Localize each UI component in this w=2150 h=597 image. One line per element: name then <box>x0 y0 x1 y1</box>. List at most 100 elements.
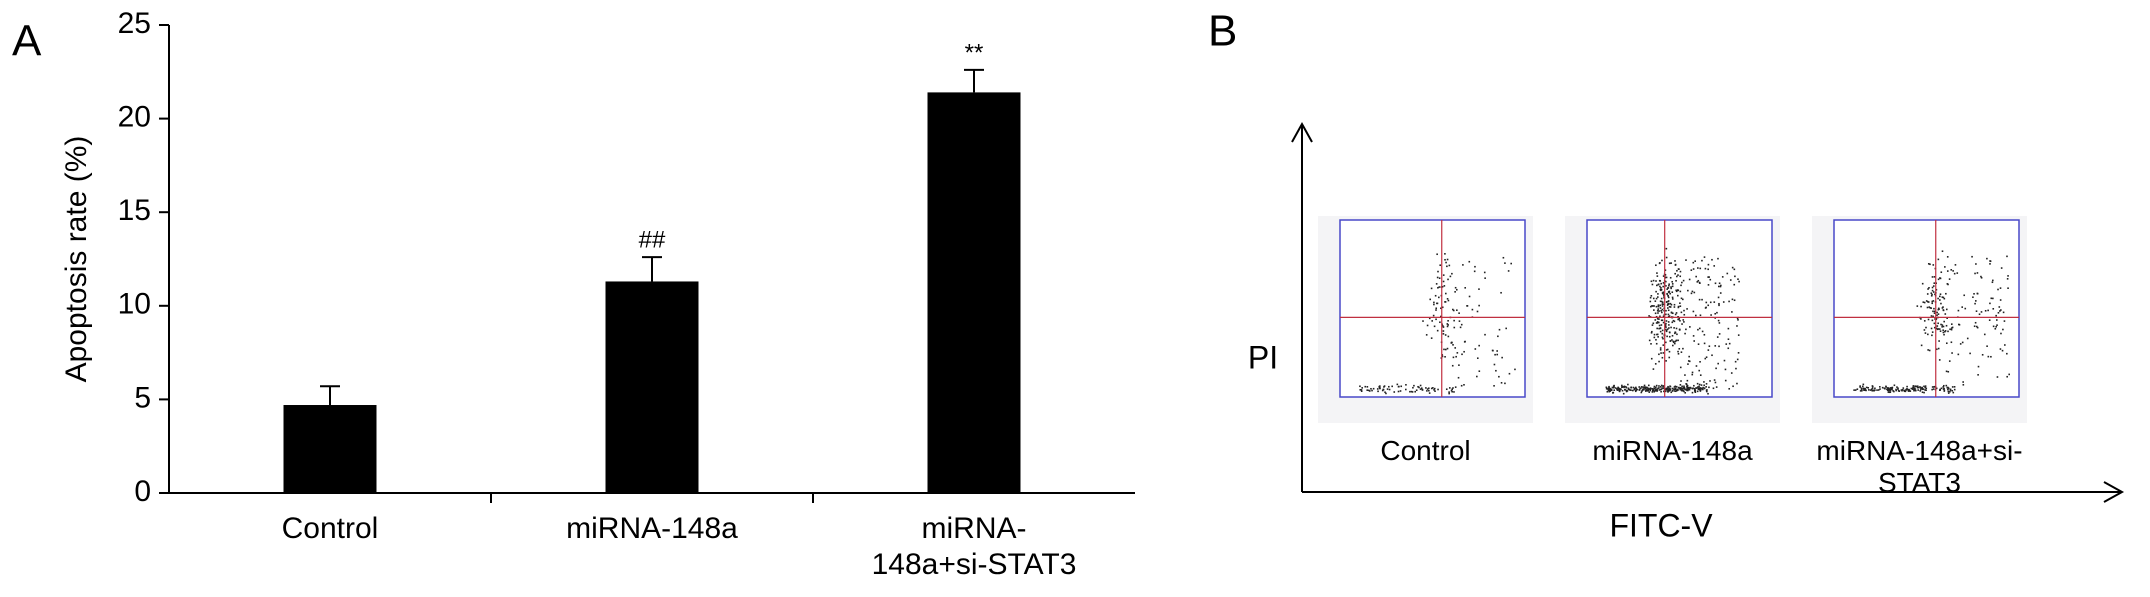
event-dot <box>1916 385 1919 388</box>
event-dot <box>1719 292 1722 294</box>
event-dot <box>1933 386 1935 388</box>
event-dot <box>1399 390 1402 392</box>
event-dot <box>1962 381 1964 383</box>
event-dot <box>2000 267 2003 269</box>
event-dot <box>1656 322 1659 324</box>
event-dot <box>1659 285 1661 288</box>
event-dot <box>1736 317 1739 320</box>
event-dot <box>1932 291 1935 293</box>
event-dot <box>1447 278 1449 281</box>
event-dot <box>1442 330 1445 332</box>
event-dot <box>1653 336 1656 339</box>
event-dot <box>1433 389 1435 391</box>
event-dot <box>1718 322 1721 324</box>
event-dot <box>1917 386 1920 389</box>
event-dot <box>1638 386 1641 388</box>
event-dot <box>1856 388 1859 390</box>
event-dot <box>1950 341 1953 344</box>
event-dot <box>1658 321 1660 324</box>
event-dot <box>1862 383 1865 386</box>
event-dot <box>1923 385 1925 388</box>
event-dot <box>1371 389 1373 392</box>
event-dot <box>1645 390 1647 392</box>
event-dot <box>1937 347 1940 350</box>
event-dot <box>1612 391 1615 394</box>
event-dot <box>1681 387 1683 390</box>
event-dot <box>1654 300 1657 302</box>
event-dot <box>1927 318 1930 321</box>
event-dot <box>1632 386 1635 389</box>
event-dot <box>1441 355 1444 358</box>
event-dot <box>2000 332 2002 335</box>
event-dot <box>1950 328 1953 331</box>
event-dot <box>1452 356 1455 359</box>
event-dot <box>1695 314 1697 317</box>
event-dot <box>1665 247 1668 250</box>
event-dot <box>1932 300 1935 302</box>
y-tick-label: 10 <box>118 288 151 321</box>
event-dot <box>1673 303 1676 306</box>
event-dot <box>1930 327 1933 330</box>
event-dot <box>1976 272 1979 274</box>
event-dot <box>1474 265 1476 268</box>
event-dot <box>1449 275 1452 278</box>
event-dot <box>1376 388 1379 390</box>
event-dot <box>1675 312 1678 314</box>
event-dot <box>1671 334 1674 337</box>
event-dot <box>1951 389 1954 392</box>
event-dot <box>1677 306 1680 309</box>
event-dot <box>1933 322 1936 325</box>
event-dot <box>1496 350 1498 352</box>
event-dot <box>1945 292 1947 295</box>
event-dot <box>1383 385 1386 387</box>
event-dot <box>1662 321 1665 324</box>
event-dot <box>1668 350 1671 353</box>
event-dot <box>1943 384 1945 387</box>
event-dot <box>1693 340 1696 342</box>
event-dot <box>1667 307 1669 309</box>
event-dot <box>1995 314 1997 317</box>
event-dot <box>1924 385 1927 387</box>
event-dot <box>1934 293 1936 296</box>
event-dot <box>1643 387 1646 389</box>
event-dot <box>1661 336 1664 339</box>
event-dot <box>1651 324 1654 326</box>
event-dot <box>1646 389 1648 392</box>
event-dot <box>1660 390 1662 393</box>
event-dot <box>1996 319 1998 321</box>
plot-label-box: miRNA-148a+si-STAT3 <box>1816 435 2022 498</box>
event-dot <box>1431 320 1433 322</box>
event-dot <box>1664 324 1667 326</box>
event-dot <box>1700 384 1703 386</box>
event-dot <box>1650 331 1653 334</box>
event-dot <box>1914 389 1917 392</box>
event-dot <box>1682 319 1685 321</box>
event-dot <box>1889 389 1892 392</box>
event-dot <box>1611 386 1614 389</box>
event-dot <box>1683 386 1686 389</box>
event-dot <box>1436 302 1438 305</box>
event-dot <box>1943 389 1946 392</box>
event-dot <box>1896 386 1898 388</box>
event-dot <box>1715 386 1718 388</box>
event-dot <box>1939 293 1942 296</box>
event-dot <box>1928 349 1931 352</box>
event-dot <box>1675 290 1678 293</box>
event-dot <box>1932 388 1935 390</box>
event-dot <box>1697 387 1700 390</box>
event-dot <box>1652 297 1655 300</box>
event-dot <box>1658 318 1660 320</box>
event-dot <box>1661 303 1664 305</box>
event-dot <box>1670 262 1672 264</box>
event-dot <box>1663 294 1665 297</box>
event-dot <box>1696 390 1699 393</box>
event-dot <box>1977 365 1980 368</box>
event-dot <box>1677 294 1679 297</box>
event-dot <box>1458 364 1460 366</box>
event-dot <box>1932 264 1935 266</box>
event-dot <box>1865 386 1868 389</box>
event-dot <box>1689 326 1691 328</box>
flow-plot <box>1812 216 2027 423</box>
event-dot <box>1872 389 1875 392</box>
event-dot <box>1931 276 1934 278</box>
